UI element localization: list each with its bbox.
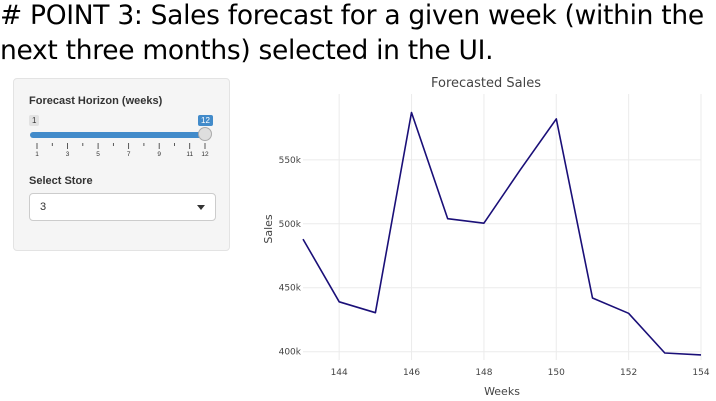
x-tick-label: 150 — [548, 368, 565, 378]
x-tick-label: 154 — [692, 368, 709, 378]
slider-tick-label: 7 — [126, 151, 131, 158]
x-tick-label: 148 — [475, 368, 492, 378]
slider-tick-label: 12 — [201, 151, 209, 158]
y-axis-title: Sales — [262, 214, 275, 244]
horizon-label: Forecast Horizon (weeks) — [29, 95, 163, 107]
x-tick-label: 146 — [403, 368, 420, 378]
slider-tick-label: 5 — [96, 151, 100, 158]
x-tick-labels: 144 146 148 150 152 154 — [331, 368, 710, 378]
y-tick-label: 500k — [279, 220, 302, 230]
store-select-value: 3 — [40, 201, 47, 213]
slider-tick-label: 3 — [65, 151, 70, 158]
slide-title-line-1: # POINT 3: Sales forecast for a given we… — [0, 0, 704, 31]
slide-title: # POINT 3: Sales forecast for a given we… — [0, 0, 716, 68]
slider-ticks — [36, 143, 206, 149]
slider-tick-label: 11 — [186, 151, 194, 158]
chart-title: Forecasted Sales — [431, 76, 541, 91]
store-label: Select Store — [29, 175, 93, 187]
y-tick-label: 400k — [279, 348, 302, 358]
x-tick-label: 144 — [331, 368, 348, 378]
horizon-slider[interactable]: 1 12 1 3 5 7 9 11 12 — [29, 115, 219, 159]
slider-min-label: 1 — [29, 115, 40, 126]
chart-grid — [303, 94, 702, 360]
slider-bar — [30, 132, 205, 138]
y-tick-label: 550k — [279, 156, 302, 166]
x-tick-label: 152 — [620, 368, 637, 378]
series-line — [302, 111, 702, 356]
slide-title-line-2: next three months) selected in the UI. — [0, 35, 494, 66]
y-tick-labels: 400k 450k 500k 550k — [279, 156, 302, 358]
slider-handle[interactable] — [198, 127, 212, 141]
chevron-down-icon — [197, 205, 205, 210]
y-tick-label: 450k — [279, 284, 302, 294]
x-axis-title: Weeks — [484, 385, 520, 398]
slider-value-label: 12 — [198, 115, 213, 126]
store-select[interactable]: 3 — [29, 193, 216, 221]
slider-tick-label: 1 — [35, 151, 39, 158]
sidebar-panel: Forecast Horizon (weeks) 1 12 1 3 5 7 9 11 12 … — [13, 78, 230, 251]
slider-tick-label: 9 — [157, 151, 161, 158]
series-points — [302, 112, 702, 355]
forecast-chart: Forecasted Sales 400k 450k 500k 550k 144 146… — [262, 76, 710, 398]
